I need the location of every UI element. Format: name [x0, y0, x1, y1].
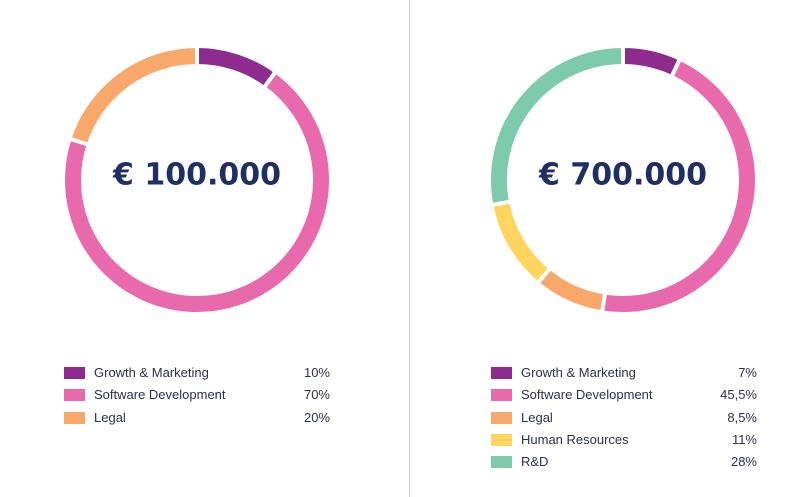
- legend-swatch: [64, 389, 85, 402]
- legend-value: 20%: [303, 409, 330, 425]
- legend-swatch: [491, 389, 512, 402]
- legend-value: 8,5%: [727, 409, 757, 425]
- donut-slice: [67, 43, 199, 148]
- legend-item: Growth & Marketing 10%: [64, 362, 330, 384]
- legend-value: 45,5%: [720, 387, 757, 403]
- donut-chart-2: € 700.000: [487, 43, 759, 316]
- legend-label: Human Resources: [521, 431, 629, 447]
- legend-item: Software Development 45,5%: [491, 384, 757, 406]
- legend-label: Legal: [521, 409, 553, 425]
- legend-item: R&D 28%: [491, 451, 757, 473]
- legend-label: Software Development: [521, 387, 653, 403]
- legend-value: 10%: [303, 365, 330, 380]
- legend-1: Growth & Marketing 10% Software Developm…: [64, 362, 330, 429]
- legend-item: Legal 20%: [64, 407, 330, 429]
- legend-value: 28%: [730, 454, 757, 470]
- legend-item: Human Resources 11%: [491, 429, 757, 451]
- chart-panel-2: € 700.000 Growth & Marketing 7% Software…: [410, 0, 811, 497]
- legend-label: Software Development: [94, 387, 226, 403]
- legend-item: Growth & Marketing 7%: [491, 362, 757, 384]
- legend-value: 70%: [303, 387, 330, 403]
- chart-panel-1: € 100.000 Growth & Marketing 10% Softwar…: [61, 43, 333, 429]
- legend-label: Legal: [94, 409, 126, 425]
- legend-swatch: [491, 433, 512, 446]
- donut-slice: [195, 43, 279, 91]
- legend-value: 7%: [738, 365, 757, 380]
- legend-label: Growth & Marketing: [94, 365, 209, 380]
- legend-item: Legal 8,5%: [491, 407, 757, 429]
- panel-divider: [409, 0, 410, 497]
- donut-slice: [621, 43, 683, 80]
- donut-slice: [489, 199, 554, 287]
- legend-swatch: [491, 411, 512, 424]
- donut-slice: [487, 43, 625, 208]
- legend-swatch: [64, 411, 85, 424]
- legend-swatch: [64, 367, 85, 379]
- donut-chart-1: € 100.000: [61, 43, 333, 316]
- donut-slice: [61, 68, 333, 316]
- legend-2: Growth & Marketing 7% Software Developme…: [491, 362, 757, 473]
- legend-swatch: [491, 367, 512, 379]
- donut-total-label: € 700.000: [538, 158, 707, 193]
- donut-slice: [534, 265, 608, 315]
- legend-label: R&D: [521, 454, 549, 470]
- donut-total-label: € 100.000: [112, 158, 281, 193]
- legend-item: Software Development 70%: [64, 384, 330, 406]
- legend-value: 11%: [731, 431, 757, 447]
- legend-swatch: [491, 456, 512, 469]
- legend-label: Growth & Marketing: [521, 365, 636, 380]
